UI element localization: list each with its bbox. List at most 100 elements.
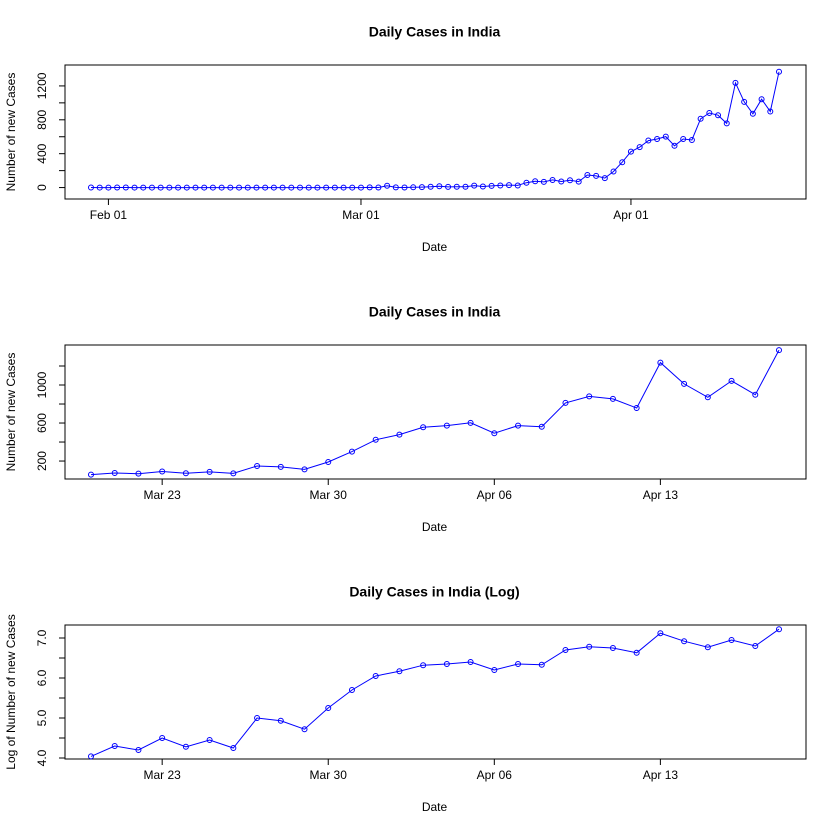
- point: [401, 184, 408, 191]
- x-tick-label: Mar 30: [310, 488, 348, 502]
- x-tick-label: Feb 01: [90, 208, 128, 222]
- point: [654, 136, 661, 143]
- point: [688, 137, 695, 144]
- point: [436, 183, 443, 190]
- point: [488, 182, 495, 189]
- y-tick-label: 600: [35, 413, 49, 433]
- x-tick-label: Mar 23: [143, 488, 181, 502]
- point: [314, 184, 321, 191]
- point: [396, 668, 403, 675]
- x-tick-label: Apr 13: [643, 768, 679, 782]
- plot-box: [64, 344, 807, 480]
- y-tick-label: 0: [35, 184, 49, 191]
- point: [610, 168, 617, 175]
- point: [627, 148, 634, 155]
- point: [218, 184, 225, 191]
- point: [566, 177, 573, 184]
- y-tick-label: 1200: [35, 72, 49, 99]
- point: [288, 184, 295, 191]
- point: [183, 184, 190, 191]
- point: [88, 184, 94, 191]
- point: [558, 178, 565, 185]
- point: [420, 662, 427, 669]
- point: [601, 175, 608, 182]
- y-axis-label: Number of new Cases: [4, 73, 18, 192]
- point: [575, 178, 582, 185]
- point: [254, 462, 261, 469]
- x-tick-label: Apr 13: [643, 488, 679, 502]
- point: [467, 659, 474, 665]
- point: [467, 419, 474, 426]
- point: [776, 68, 782, 75]
- series-line: [90, 71, 780, 189]
- point: [514, 182, 521, 189]
- point: [680, 136, 687, 143]
- point: [704, 394, 711, 401]
- point: [305, 184, 312, 191]
- point: [301, 726, 308, 733]
- series-line: [90, 349, 780, 476]
- y-tick-label: 200: [35, 451, 49, 471]
- point: [633, 649, 640, 656]
- point: [111, 470, 118, 477]
- point: [140, 184, 147, 191]
- point: [253, 184, 260, 191]
- point: [131, 184, 138, 191]
- point: [767, 108, 774, 115]
- point: [752, 643, 759, 649]
- point: [348, 687, 355, 693]
- point: [609, 645, 616, 651]
- point: [728, 637, 735, 643]
- point: [491, 667, 498, 673]
- point: [206, 737, 213, 743]
- point: [562, 647, 569, 653]
- x-axis-label: Date: [422, 240, 448, 254]
- point: [209, 184, 216, 191]
- point: [515, 422, 522, 429]
- point: [244, 184, 251, 191]
- point: [453, 183, 460, 190]
- point: [681, 380, 688, 387]
- x-tick-label: Mar 23: [143, 768, 181, 782]
- point: [445, 183, 452, 190]
- point: [479, 183, 486, 190]
- point: [331, 184, 338, 191]
- point: [662, 133, 669, 140]
- point: [159, 468, 166, 475]
- plot-box: [64, 624, 807, 760]
- point: [135, 747, 142, 753]
- point: [420, 424, 427, 431]
- x-tick-label: Mar 01: [342, 208, 380, 222]
- point: [776, 626, 782, 633]
- point: [175, 184, 182, 191]
- y-tick-label: 4.0: [35, 749, 49, 766]
- point: [633, 405, 640, 412]
- point: [443, 422, 450, 429]
- point: [497, 182, 504, 189]
- chart-title: Daily Cases in India (Log): [349, 584, 519, 600]
- point: [657, 630, 664, 637]
- point: [159, 735, 166, 741]
- point: [506, 182, 513, 189]
- point: [105, 184, 112, 191]
- point: [562, 399, 569, 406]
- point: [157, 184, 164, 191]
- point: [372, 436, 379, 443]
- point: [443, 661, 450, 667]
- point: [375, 184, 382, 191]
- point: [515, 661, 522, 667]
- y-tick-label: 1000: [35, 371, 49, 398]
- point: [715, 112, 722, 119]
- point: [728, 377, 735, 384]
- point: [681, 638, 688, 645]
- point: [325, 458, 332, 465]
- y-tick-label: 400: [35, 143, 49, 163]
- point: [523, 179, 530, 186]
- plot-box: [64, 64, 807, 200]
- point: [236, 184, 243, 191]
- point: [540, 178, 547, 185]
- point: [114, 184, 121, 191]
- point: [471, 182, 478, 189]
- point: [182, 743, 189, 750]
